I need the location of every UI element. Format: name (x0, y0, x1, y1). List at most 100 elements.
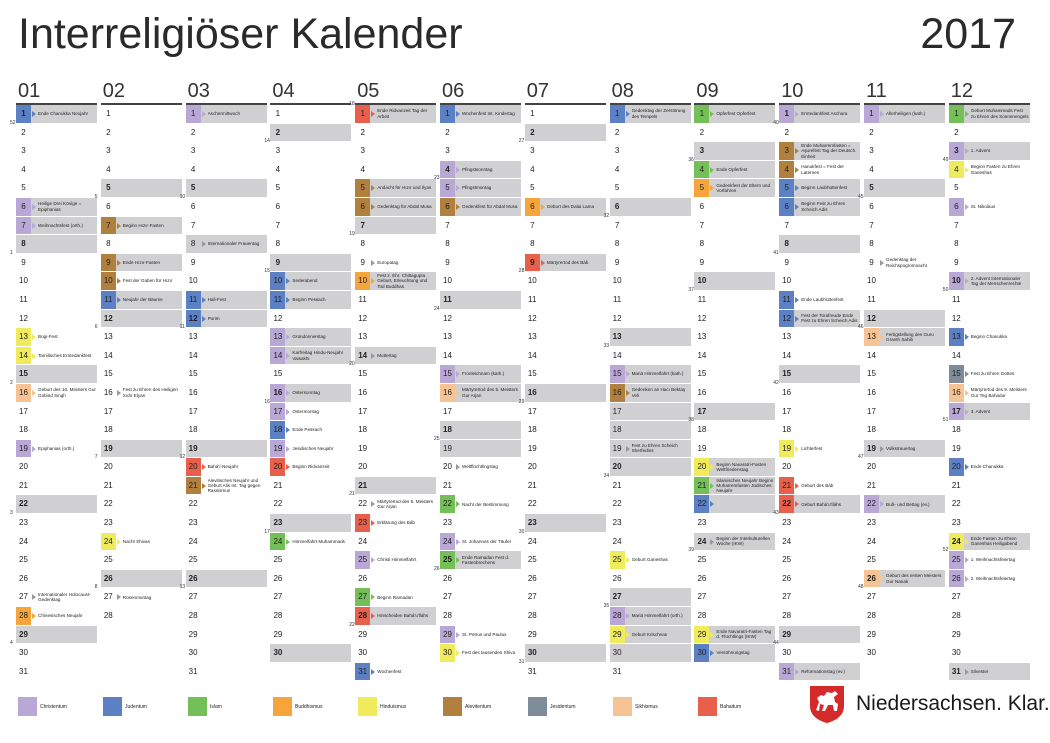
day-row[interactable]: 9 Ende Hızır-Fasten (100, 253, 182, 273)
day-row[interactable]: 4 36 Ende Opferfest (688, 157, 776, 180)
day-row[interactable]: 12 24 (434, 306, 521, 329)
day-row[interactable]: 28 (270, 607, 352, 626)
day-row[interactable]: 15 (524, 365, 606, 384)
day-row[interactable]: 8 (16, 235, 97, 254)
day-row[interactable]: 19 (694, 440, 776, 459)
day-row[interactable]: 18 (609, 421, 691, 440)
day-row[interactable]: 23 Erklärung des Báb (355, 514, 437, 533)
day-row[interactable]: 31 31 (519, 659, 606, 682)
day-row[interactable]: 17 (779, 403, 861, 422)
day-row[interactable]: 26 Geburt des ersten Meisters Gur Nanak (864, 569, 945, 589)
day-row[interactable]: 29 St. Petrus und Paulus (440, 625, 521, 645)
day-row[interactable]: 3 1. Advent (948, 142, 1030, 161)
day-row[interactable]: 20 47 (858, 454, 945, 477)
day-row[interactable]: 9 (440, 254, 521, 273)
day-row[interactable]: 16 2 Geburt des 10. Meisters Gur Gobind Si… (10, 380, 97, 403)
day-row[interactable]: 16 Märtyrertod des 9. Meisters Gur Teg Ba… (948, 383, 1030, 403)
day-row[interactable]: 15 (864, 365, 945, 384)
day-row[interactable]: 16 (185, 384, 267, 403)
day-row[interactable]: 21 (440, 477, 521, 496)
day-row[interactable]: 26 (609, 570, 691, 589)
day-row[interactable]: 29 (948, 626, 1030, 645)
day-row[interactable]: 18 (524, 421, 606, 440)
day-row[interactable]: 3 (185, 142, 267, 161)
day-row[interactable]: 16 42 (773, 380, 861, 403)
day-row[interactable]: 27 (609, 588, 691, 608)
day-row[interactable]: 23 (185, 514, 267, 533)
day-row[interactable]: 29 (185, 626, 267, 645)
day-row[interactable]: 17 (355, 403, 437, 422)
day-row[interactable]: 10 Fest der Gaben für Hızır (100, 272, 182, 291)
day-row[interactable]: 13 11 (180, 324, 267, 347)
day-row[interactable]: 17 16 Ostermontag (264, 399, 352, 422)
day-row[interactable]: 8 (779, 235, 861, 254)
day-row[interactable]: 21 (16, 477, 97, 496)
day-row[interactable]: 16 (355, 384, 437, 403)
day-row[interactable]: 8 (100, 235, 182, 254)
day-row[interactable]: 29 (270, 626, 352, 645)
day-row[interactable]: 28 Hinscheiden Bahá'u'lláhs (355, 607, 437, 626)
day-row[interactable]: 27 Internationaler Holocaust-Gedenktag (16, 588, 97, 608)
day-row[interactable]: 26 (779, 570, 861, 589)
day-row[interactable]: 6 Beginn Fest zu Ehren Scheich Adis (779, 197, 861, 217)
day-row[interactable]: 15 (270, 365, 352, 384)
day-row[interactable]: 9 Gedenktag der Reichspogromnacht (864, 254, 945, 273)
day-row[interactable]: 25 (100, 551, 182, 570)
day-row[interactable]: 12 Purim (185, 309, 267, 329)
day-row[interactable]: 9 (694, 254, 776, 273)
day-row[interactable]: 11 37 (688, 287, 776, 310)
day-row[interactable]: 7 (440, 217, 521, 236)
day-row[interactable]: 21 (270, 477, 352, 496)
day-row[interactable]: 10 (864, 272, 945, 291)
day-row[interactable]: 2 (355, 124, 437, 143)
day-row[interactable]: 17 (185, 403, 267, 422)
day-row[interactable]: 6 10 (180, 194, 267, 217)
day-row[interactable]: 26 (16, 570, 97, 589)
day-row[interactable]: 20 (355, 458, 437, 477)
day-row[interactable]: 18 (440, 421, 521, 440)
day-row[interactable]: 24 Nacht Shivas (100, 532, 182, 552)
day-row[interactable]: 31 Silvester (948, 662, 1030, 682)
day-row[interactable]: 29 (779, 625, 861, 645)
day-row[interactable]: 27 (270, 588, 352, 608)
day-row[interactable]: 12 (524, 310, 606, 329)
day-row[interactable]: 16 (524, 383, 606, 403)
day-row[interactable]: 27 (948, 588, 1030, 608)
day-row[interactable]: 17 (16, 403, 97, 422)
day-row[interactable]: 18 (100, 421, 182, 440)
day-row[interactable]: 10 (694, 272, 776, 291)
day-row[interactable]: 18 Ende Pessach (270, 421, 352, 440)
day-row[interactable]: 16 (694, 384, 776, 403)
day-row[interactable]: 14 (948, 347, 1030, 366)
day-row[interactable]: 26 (694, 570, 776, 589)
day-row[interactable]: 17 (100, 403, 182, 422)
day-row[interactable]: 9 (609, 254, 691, 273)
day-row[interactable]: 7 (524, 217, 606, 236)
day-row[interactable]: 12 (948, 310, 1030, 329)
day-row[interactable]: 11 Hali-Fest (185, 290, 267, 310)
day-row[interactable]: 24 30 (519, 529, 606, 552)
day-row[interactable]: 2 52 (10, 120, 97, 143)
day-row[interactable]: 23 (100, 514, 182, 533)
day-row[interactable]: 14 (779, 347, 861, 366)
day-row[interactable]: 30 Fest des tausenden Shiva (440, 644, 521, 663)
day-row[interactable]: 6 Gedenkfest für Abdal Musa (440, 197, 521, 217)
day-row[interactable]: 1 Gedenktag der Zerstörung des Tempels (609, 105, 691, 124)
day-row[interactable]: 30 (270, 644, 352, 663)
day-row[interactable]: 21 (100, 477, 182, 496)
day-row[interactable]: 4 (270, 161, 352, 180)
day-row[interactable]: 27 (779, 588, 861, 608)
day-row[interactable]: 22 21 Märtyrertod des 5. Meisters Gur Arja… (349, 491, 437, 515)
day-row[interactable]: 12 (355, 310, 437, 329)
day-row[interactable]: 26 (185, 569, 267, 589)
day-row[interactable]: 7 Beginn Hızır-Fasten (100, 216, 182, 236)
day-row[interactable]: 20 Beginn Ridvanzeit (270, 458, 352, 477)
day-row[interactable]: 19 Lichterfest (779, 439, 861, 459)
day-row[interactable]: 8 (948, 235, 1030, 254)
day-row[interactable]: 9 Märtyrertod des Báb (524, 253, 606, 273)
day-row[interactable]: 24 (16, 533, 97, 552)
day-row[interactable]: 28 Chinesisches Neujahr (16, 607, 97, 626)
day-row[interactable]: 5 (16, 179, 97, 198)
day-row[interactable]: 29 Geburt Krischnas (609, 625, 691, 645)
